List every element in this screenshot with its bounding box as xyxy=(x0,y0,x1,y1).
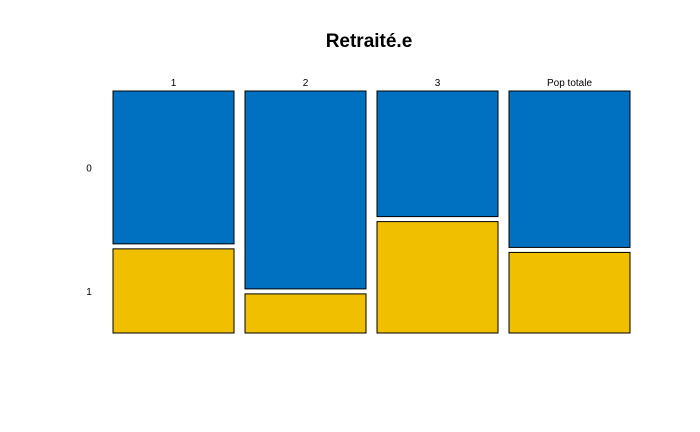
column-label: 2 xyxy=(303,78,309,89)
chart-title: Retraité.e xyxy=(326,31,413,52)
column-label: Pop totale xyxy=(547,78,592,89)
column-label: 1 xyxy=(171,78,177,89)
mosaic-tile-1-level-1 xyxy=(112,248,235,334)
mosaic-tile-3-level-1 xyxy=(376,221,499,334)
mosaic-tile-1-level-0 xyxy=(112,90,235,245)
mosaic-marks: 1 2 3 Pop totale 0 1 xyxy=(86,78,631,334)
mosaic-tile-2-level-1 xyxy=(244,293,367,334)
row-label: 1 xyxy=(86,287,92,298)
mosaic-tile-pop-totale-level-0 xyxy=(508,90,631,248)
mosaic-tile-pop-totale-level-1 xyxy=(508,251,631,334)
mosaic-tile-2-level-0 xyxy=(244,90,367,290)
mosaic-tile-3-level-0 xyxy=(376,90,499,218)
row-label: 0 xyxy=(86,163,92,174)
column-label: 3 xyxy=(435,78,441,89)
